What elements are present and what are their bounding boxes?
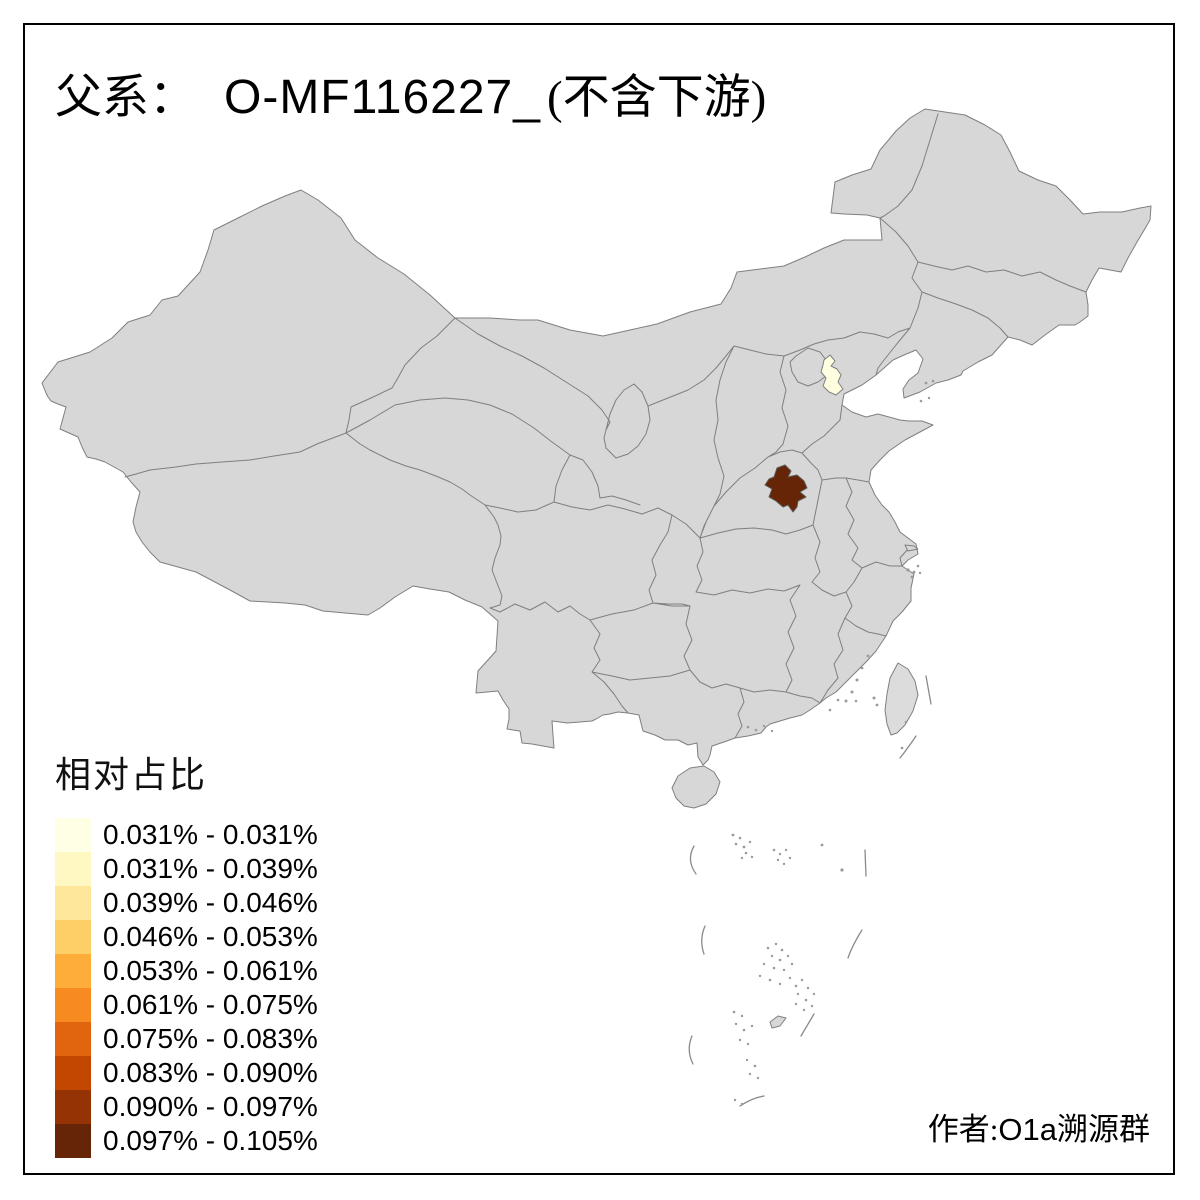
- chongming-island: [904, 544, 919, 552]
- legend-row: 0.061% - 0.075%: [55, 988, 318, 1022]
- legend-label: 0.097% - 0.105%: [103, 1125, 318, 1156]
- legend-swatch: [55, 954, 91, 988]
- legend-swatch: [55, 886, 91, 920]
- legend-row: 0.097% - 0.105%: [55, 1124, 318, 1158]
- attribution: 作者:O1a溯源群: [928, 1104, 1150, 1149]
- province-borders: [124, 113, 1087, 739]
- legend-label: 0.061% - 0.075%: [103, 989, 318, 1020]
- legend-row: 0.039% - 0.046%: [55, 886, 318, 920]
- region-taiwan: [884, 662, 919, 736]
- legend-swatch: [55, 988, 91, 1022]
- legend-label: 0.046% - 0.053%: [103, 921, 318, 952]
- legend-label: 0.075% - 0.083%: [103, 1023, 318, 1054]
- coastal-islands: [746, 379, 935, 750]
- legend-swatch: [55, 1090, 91, 1124]
- mainland-region: [41, 108, 1152, 766]
- south-china-sea-islands: [688, 675, 932, 1107]
- legend-label: 0.031% - 0.039%: [103, 853, 318, 884]
- title-haplogroup: O-MF116227_: [224, 71, 541, 124]
- legend-row: 0.053% - 0.061%: [55, 954, 318, 988]
- attribution-latin: O1a: [998, 1112, 1057, 1147]
- legend-label: 0.039% - 0.046%: [103, 887, 318, 918]
- attribution-prefix: 作者:: [927, 1112, 999, 1147]
- legend-swatch: [55, 1022, 91, 1056]
- legend: 相对占比 0.031% - 0.031% 0.031% - 0.039% 0.039…: [55, 746, 318, 1158]
- legend-swatch: [55, 920, 91, 954]
- attribution-suffix: 溯源群: [1057, 1112, 1150, 1147]
- title-prefix: 父系：: [55, 72, 196, 124]
- legend-row: 0.083% - 0.090%: [55, 1056, 318, 1090]
- legend-row: 0.075% - 0.083%: [55, 1022, 318, 1056]
- legend-row: 0.031% - 0.039%: [55, 852, 318, 886]
- legend-swatch: [55, 818, 91, 852]
- legend-title: 相对占比: [55, 755, 208, 795]
- legend-row: 0.031% - 0.031%: [55, 818, 318, 852]
- legend-label: 0.090% - 0.097%: [103, 1091, 318, 1122]
- legend-swatch: [55, 852, 91, 886]
- region-hainan: [671, 765, 721, 809]
- region-tianjin: [820, 354, 844, 396]
- legend-swatch: [55, 1124, 91, 1158]
- page-title: 父系： O-MF116227_ (不含下游): [55, 58, 766, 127]
- legend-label: 0.083% - 0.090%: [103, 1057, 318, 1088]
- legend-label: 0.031% - 0.031%: [103, 819, 318, 850]
- legend-row: 0.046% - 0.053%: [55, 920, 318, 954]
- legend-row: 0.090% - 0.097%: [55, 1090, 318, 1124]
- legend-rows: 0.031% - 0.031% 0.031% - 0.039% 0.039% - 0…: [55, 818, 318, 1158]
- title-suffix: (不含下游): [546, 72, 767, 124]
- legend-label: 0.053% - 0.061%: [103, 955, 318, 986]
- legend-swatch: [55, 1056, 91, 1090]
- region-henan-highlight: [764, 464, 808, 513]
